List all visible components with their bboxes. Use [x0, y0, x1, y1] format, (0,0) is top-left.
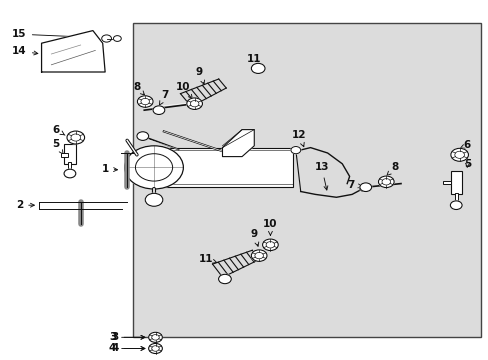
Text: 8: 8	[386, 162, 398, 176]
Bar	[133, 23, 480, 337]
Circle shape	[145, 193, 163, 206]
Text: 6: 6	[53, 125, 65, 135]
Circle shape	[359, 183, 371, 192]
Circle shape	[102, 35, 111, 42]
Text: 6: 6	[460, 140, 470, 150]
Circle shape	[148, 343, 162, 354]
Text: 5: 5	[463, 159, 470, 169]
Bar	[63, 144, 76, 164]
Text: 4: 4	[111, 343, 144, 354]
Bar	[454, 193, 457, 205]
Circle shape	[64, 169, 76, 178]
Text: 10: 10	[176, 82, 192, 99]
Polygon shape	[41, 31, 105, 72]
Text: 10: 10	[263, 219, 277, 235]
Bar	[61, 153, 68, 157]
Circle shape	[290, 147, 300, 154]
Circle shape	[359, 184, 368, 192]
Polygon shape	[222, 130, 254, 157]
Text: 11: 11	[246, 54, 261, 67]
Text: 7: 7	[159, 90, 169, 105]
Text: 3: 3	[109, 332, 144, 342]
Text: 14: 14	[12, 46, 38, 56]
Circle shape	[378, 176, 393, 188]
Circle shape	[148, 332, 162, 342]
Text: 7: 7	[346, 180, 361, 190]
Circle shape	[67, 131, 84, 144]
Text: 9: 9	[250, 229, 258, 246]
Text: 8: 8	[133, 82, 144, 95]
Text: 5: 5	[53, 139, 63, 154]
Text: 11: 11	[199, 254, 216, 264]
Circle shape	[137, 96, 153, 107]
Circle shape	[113, 36, 121, 41]
Text: 13: 13	[314, 162, 328, 190]
Text: 2: 2	[16, 200, 34, 210]
Circle shape	[262, 239, 278, 251]
Bar	[151, 148, 293, 187]
Circle shape	[135, 154, 172, 181]
Text: 4: 4	[108, 343, 144, 354]
Bar	[68, 162, 71, 173]
Circle shape	[251, 250, 266, 261]
Text: 1: 1	[102, 164, 117, 174]
Circle shape	[218, 274, 231, 284]
Text: 12: 12	[291, 130, 306, 147]
Circle shape	[137, 132, 148, 140]
Bar	[442, 181, 450, 184]
Circle shape	[450, 148, 468, 161]
Circle shape	[124, 146, 183, 189]
Circle shape	[153, 106, 164, 114]
Circle shape	[186, 98, 202, 109]
Circle shape	[251, 63, 264, 73]
Text: 3: 3	[111, 332, 144, 342]
Bar	[450, 171, 461, 194]
Circle shape	[449, 201, 461, 210]
Text: 9: 9	[196, 67, 204, 84]
Text: 15: 15	[12, 29, 98, 39]
